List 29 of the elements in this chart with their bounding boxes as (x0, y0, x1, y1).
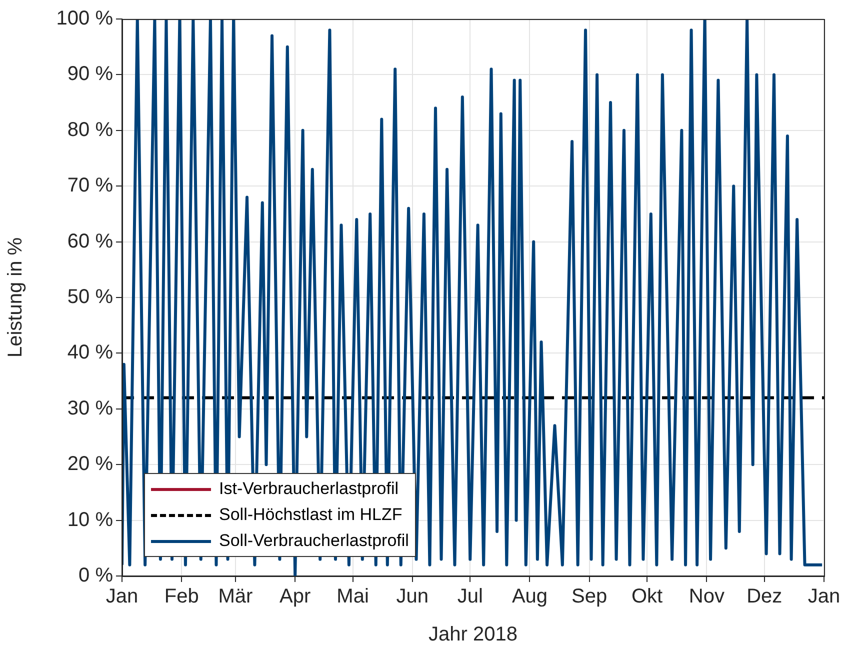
y-tick-label: 30 % (67, 397, 114, 420)
x-tick-label: Feb (164, 586, 199, 608)
y-tick-label: 50 % (67, 286, 114, 308)
x-tick-label: Nov (688, 586, 724, 608)
x-tick-label: Jun (396, 586, 429, 608)
x-tick-label: Okt (631, 586, 664, 608)
x-tick-label: Mär (218, 586, 254, 608)
x-tick-label: Sep (572, 586, 608, 608)
legend-label: Ist-Verbraucherlastprofil (219, 478, 399, 500)
legend-label: Soll-Höchstlast im HLZF (219, 504, 402, 526)
x-tick-label: Jan (106, 586, 138, 608)
y-tick-label: 40 % (67, 342, 114, 364)
x-tick-label: Aug (512, 586, 548, 608)
legend-label: Soll-Verbraucherlastprofil (219, 530, 409, 552)
y-tick-label: 90 % (67, 63, 114, 86)
y-tick-label: 10 % (67, 508, 114, 531)
x-tick-label: Jan (808, 586, 840, 608)
y-tick-label: 60 % (67, 230, 114, 252)
y-tick-label: 100 % (56, 8, 114, 30)
y-tick-label: 20 % (67, 453, 114, 476)
y-tick-label: 70 % (67, 174, 114, 197)
x-tick-label: Apr (280, 586, 311, 608)
x-axis-title: Jahr 2018 (428, 624, 518, 646)
x-tick-label: Mai (336, 586, 369, 608)
x-tick-label: Dez (746, 586, 782, 608)
y-tick-label: 80 % (67, 118, 114, 141)
y-axis-title: Leistung in % (4, 237, 27, 358)
x-tick-label: Jul (457, 586, 483, 608)
y-tick-label: 0 % (78, 564, 114, 587)
